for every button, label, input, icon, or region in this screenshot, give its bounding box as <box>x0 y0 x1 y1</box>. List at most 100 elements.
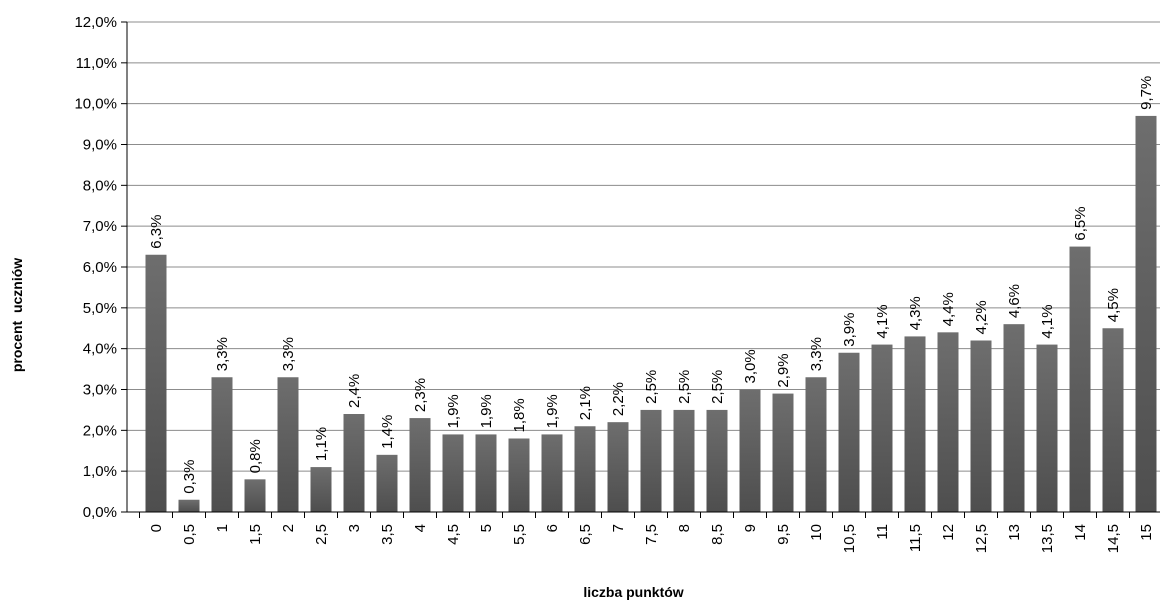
y-tick-label: 7,0% <box>83 218 117 235</box>
y-tick-label: 6,0% <box>83 259 117 276</box>
data-label: 4,5% <box>1105 288 1122 322</box>
bar <box>244 479 266 512</box>
data-label: 1,9% <box>478 394 495 428</box>
bar <box>904 336 926 512</box>
y-tick-label: 4,0% <box>83 341 117 358</box>
x-tick-label: 6 <box>544 524 561 532</box>
y-axis-title: procent uczniów <box>9 258 25 372</box>
x-tick-label: 1,5 <box>247 524 264 545</box>
data-label: 3,3% <box>214 337 231 371</box>
bar <box>1135 115 1157 513</box>
y-tick-label: 8,0% <box>83 177 117 194</box>
bar <box>541 434 563 512</box>
bar <box>838 352 860 512</box>
x-tick-label: 7 <box>610 524 627 532</box>
data-label: 3,9% <box>841 313 858 347</box>
data-label: 2,2% <box>610 382 627 416</box>
data-label: 2,9% <box>775 353 792 387</box>
bar <box>343 414 365 512</box>
data-label: 1,9% <box>544 394 561 428</box>
x-axis-ticks: 0 0,5 1 1,5 2 2,5 3 3,5 4 4,5 5 5,5 6 6,5 7 7,5 8 8,5 9 9,5… <box>139 512 1155 553</box>
bar <box>277 377 299 512</box>
x-tick-label: 7,5 <box>643 524 660 545</box>
bar <box>145 254 167 512</box>
bar <box>376 454 398 512</box>
y-tick-label: 10,0% <box>74 96 117 113</box>
bar <box>805 377 827 512</box>
data-label: 4,3% <box>907 296 924 330</box>
y-tick-label: 3,0% <box>83 382 117 399</box>
x-tick-label: 2,5 <box>313 524 330 545</box>
bar <box>211 377 233 512</box>
data-label: 4,1% <box>874 304 891 338</box>
data-label: 2,4% <box>346 374 363 408</box>
data-label: 4,1% <box>1039 304 1056 338</box>
x-tick-label: 9 <box>742 524 759 532</box>
x-tick-label: 10 <box>808 524 825 541</box>
bar <box>1003 324 1025 512</box>
bar <box>607 422 629 512</box>
bar <box>442 434 464 512</box>
x-tick-label: 3,5 <box>379 524 396 545</box>
x-tick-label: 8,5 <box>709 524 726 545</box>
data-label: 4,2% <box>973 300 990 334</box>
bar <box>409 418 431 512</box>
data-label: 4,4% <box>940 292 957 326</box>
bar <box>673 409 695 512</box>
x-tick-label: 0 <box>148 524 165 532</box>
data-label: 1,1% <box>313 427 330 461</box>
data-label: 2,5% <box>676 370 693 404</box>
x-tick-label: 12 <box>940 524 957 541</box>
data-label: 3,0% <box>742 349 759 383</box>
x-tick-label: 5 <box>478 524 495 532</box>
bar <box>871 344 893 512</box>
x-tick-label: 11,5 <box>907 524 924 552</box>
x-tick-label: 13 <box>1006 524 1023 541</box>
bar <box>574 426 596 512</box>
x-tick-label: 15 <box>1138 524 1155 541</box>
data-label: 2,5% <box>709 370 726 404</box>
x-tick-label: 11 <box>874 524 891 540</box>
bar <box>508 438 530 512</box>
gridlines <box>127 21 1160 472</box>
data-label: 1,9% <box>445 394 462 428</box>
data-label: 6,5% <box>1072 206 1089 240</box>
bar <box>772 393 794 512</box>
data-label: 0,3% <box>181 460 198 494</box>
x-tick-label: 9,5 <box>775 524 792 545</box>
bar <box>310 467 332 512</box>
x-tick-label: 3 <box>346 524 363 532</box>
bar <box>1102 328 1124 512</box>
data-label: 2,5% <box>643 370 660 404</box>
y-tick-label: 11,0% <box>76 55 117 72</box>
data-label: 3,3% <box>280 337 297 371</box>
data-label: 0,8% <box>247 439 264 473</box>
y-tick-label: 12,0% <box>74 14 117 31</box>
x-tick-label: 12,5 <box>973 524 990 553</box>
y-tick-label: 0,0% <box>83 504 117 521</box>
data-label: 2,3% <box>412 378 429 412</box>
y-tick-label: 9,0% <box>83 137 117 154</box>
data-label: 1,4% <box>379 415 396 449</box>
bar <box>739 389 761 512</box>
bar <box>937 332 959 512</box>
x-tick-label: 13,5 <box>1039 524 1056 553</box>
data-label: 6,3% <box>148 215 165 249</box>
bar <box>1036 344 1058 512</box>
x-tick-label: 6,5 <box>577 524 594 545</box>
x-tick-label: 4 <box>412 524 429 532</box>
data-label: 4,6% <box>1006 284 1023 318</box>
x-tick-label: 4,5 <box>445 524 462 545</box>
x-tick-label: 0,5 <box>181 524 198 545</box>
x-tick-label: 2 <box>280 524 297 532</box>
x-tick-label: 5,5 <box>511 524 528 545</box>
data-labels: 6,3% 0,3% 3,3% 0,8% 3,3% 1,1% 2,4% 1,4% 2,3% 1,9%… <box>148 76 1155 494</box>
x-tick-label: 14,5 <box>1105 524 1122 553</box>
x-tick-label: 14 <box>1072 524 1089 541</box>
y-tick-label: 1,0% <box>83 463 117 480</box>
y-axis-ticks: 0,0% 1,0% 2,0% 3,0% 4,0% 5,0% 6,0% 7,0% 8,0% 9,0%… <box>74 14 127 521</box>
data-label: 9,7% <box>1138 76 1155 110</box>
bars <box>145 115 1157 513</box>
bar <box>475 434 497 512</box>
